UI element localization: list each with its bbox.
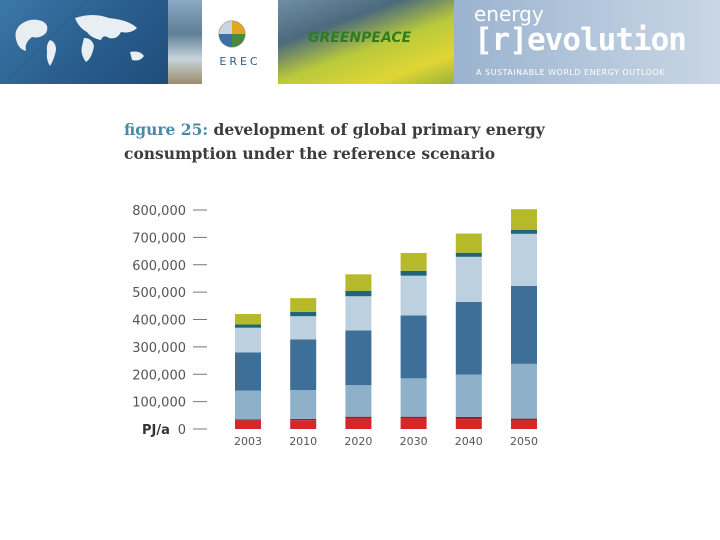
bar-segment bbox=[345, 330, 372, 386]
bar-segment bbox=[235, 324, 261, 328]
brand-tagline: A SUSTAINABLE WORLD ENERGY OUTLOOK bbox=[476, 68, 665, 77]
bar-segment bbox=[345, 418, 372, 429]
bar-segment bbox=[400, 275, 427, 316]
world-map-image bbox=[0, 0, 168, 84]
x-tick-label: 2003 bbox=[234, 435, 262, 448]
bar-segment bbox=[511, 363, 537, 419]
bar-segment bbox=[511, 229, 537, 234]
bar-segment bbox=[400, 378, 427, 417]
world-map-icon bbox=[15, 15, 144, 66]
bar-segment bbox=[290, 339, 317, 391]
y-tick-label: 300,000 bbox=[132, 341, 186, 356]
bar-segment bbox=[235, 314, 261, 325]
bar-segment bbox=[345, 290, 372, 297]
bar-segment bbox=[235, 327, 261, 353]
y-tick-label: 0 bbox=[178, 423, 186, 438]
x-tick-label: 2030 bbox=[400, 435, 428, 448]
bar-segment bbox=[345, 296, 372, 331]
y-tick-label: 100,000 bbox=[132, 396, 186, 411]
y-tick-label: 600,000 bbox=[132, 259, 186, 274]
photo-strip-1 bbox=[168, 0, 202, 84]
y-tick-label: 400,000 bbox=[132, 314, 186, 329]
bar-segment bbox=[455, 252, 482, 257]
bar-segment bbox=[235, 420, 261, 429]
bar-segment bbox=[511, 209, 537, 230]
y-unit-label: PJ/a bbox=[142, 423, 170, 438]
bar-segment bbox=[455, 256, 482, 302]
bar-segment bbox=[290, 311, 317, 317]
y-tick-label: 200,000 bbox=[132, 368, 186, 383]
x-tick-label: 2020 bbox=[344, 435, 372, 448]
bar-segment bbox=[400, 416, 427, 419]
erec-logo: EREC bbox=[202, 10, 278, 72]
bar-segment bbox=[400, 270, 427, 276]
erec-text: EREC bbox=[219, 55, 261, 68]
bar-segment bbox=[235, 419, 261, 421]
bar-segment bbox=[511, 285, 537, 364]
bar-segment bbox=[511, 233, 537, 286]
y-tick-label: 700,000 bbox=[132, 231, 186, 246]
y-tick-label: 800,000 bbox=[132, 204, 186, 219]
bar-segment bbox=[400, 418, 427, 429]
bar-segment bbox=[290, 420, 317, 429]
brand-energy: energy bbox=[474, 2, 544, 26]
bar-segment bbox=[235, 390, 261, 420]
bar-segment bbox=[235, 352, 261, 391]
bar-segment bbox=[455, 416, 482, 420]
bar-segment bbox=[400, 315, 427, 379]
erec-emblem-icon bbox=[218, 20, 246, 48]
bar-segment bbox=[455, 419, 482, 429]
bar-segment bbox=[290, 298, 317, 312]
figure-title: figure 25: development of global primary… bbox=[124, 118, 604, 166]
bar-segment bbox=[345, 274, 372, 291]
bar-segment bbox=[455, 233, 482, 253]
bar-segment bbox=[290, 418, 317, 421]
x-tick-label: 2050 bbox=[510, 435, 538, 448]
bar-segment bbox=[400, 252, 427, 271]
bar-segment bbox=[511, 418, 537, 421]
photo-strip-2 bbox=[278, 0, 454, 84]
greenpeace-logo: GREENPEACE bbox=[308, 30, 412, 46]
bar-segment bbox=[290, 390, 317, 419]
figure-caption: development of global primary energy con… bbox=[124, 120, 545, 163]
bar-segment bbox=[290, 316, 317, 340]
brand-revolution: [r]evolution bbox=[474, 22, 687, 58]
bar-segment bbox=[345, 416, 372, 419]
brand-panel: energy [r]evolution A SUSTAINABLE WORLD … bbox=[454, 0, 720, 84]
figure-label: figure 25: bbox=[124, 120, 209, 139]
y-tick-label: 500,000 bbox=[132, 286, 186, 301]
bar-segment bbox=[511, 420, 537, 429]
bar-segment bbox=[455, 374, 482, 417]
header-banner: EREC GREENPEACE energy [r]evolution A SU… bbox=[0, 0, 720, 84]
bar-segment bbox=[345, 385, 372, 417]
x-tick-label: 2010 bbox=[289, 435, 317, 448]
bar-segment bbox=[455, 301, 482, 375]
x-tick-label: 2040 bbox=[455, 435, 483, 448]
